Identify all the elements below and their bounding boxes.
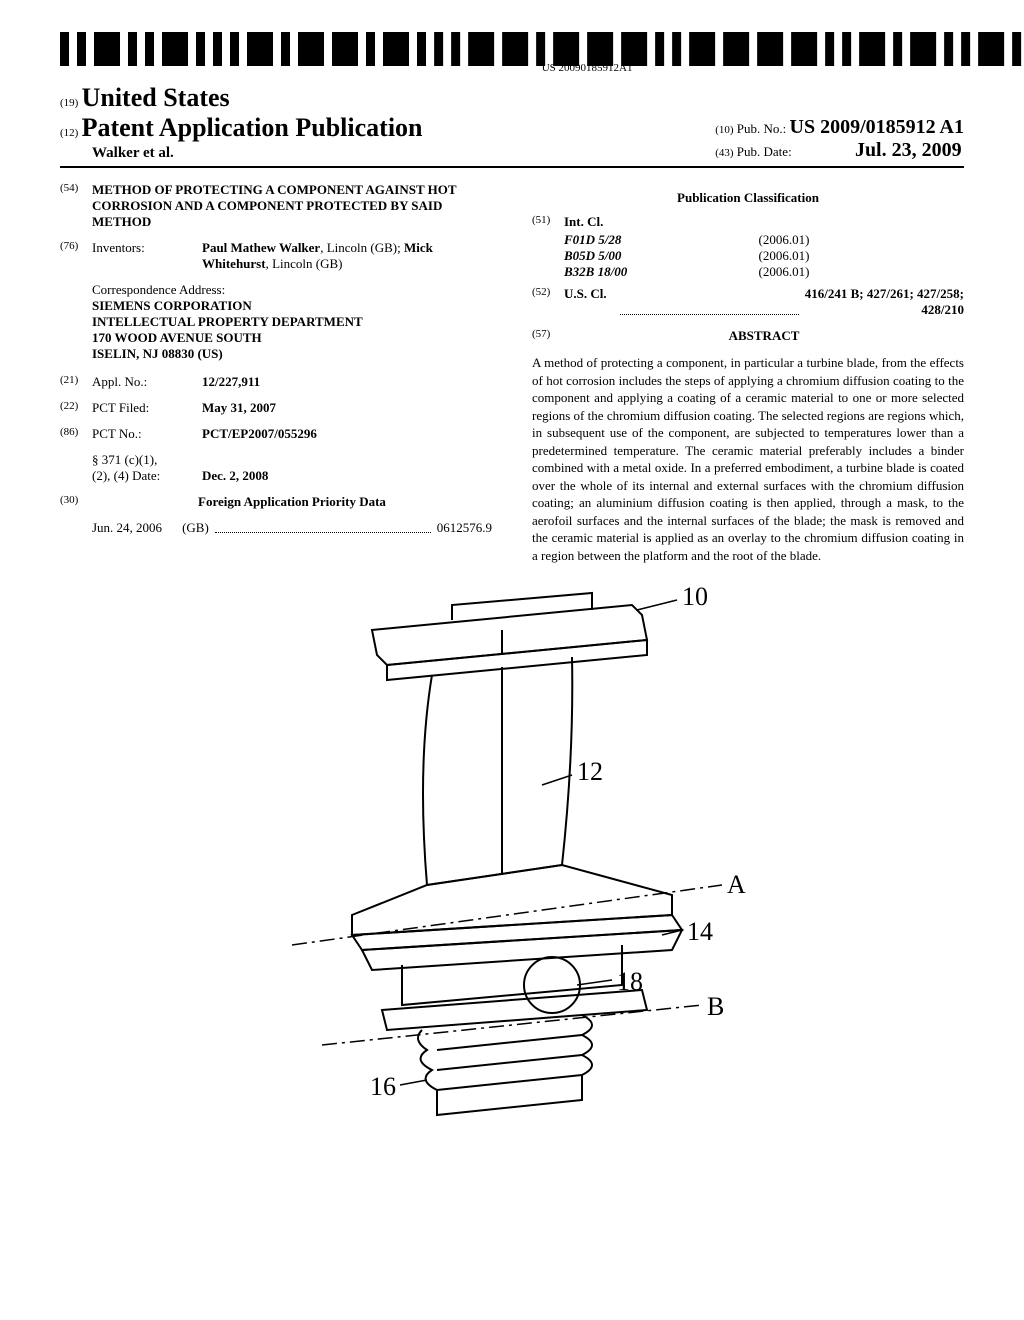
header-right: (10) Pub. No.: US 2009/0185912 A1 (43) P… (715, 116, 964, 162)
us-cl-label: U.S. Cl. (564, 286, 614, 318)
dotted-leader (215, 517, 431, 533)
left-column: (54) METHOD OF PROTECTING A COMPONENT AG… (60, 182, 492, 565)
int-cl-0-code: F01D 5/28 (564, 232, 684, 248)
appl-no-label: Appl. No.: (92, 374, 202, 390)
appl-no-code: (21) (60, 374, 92, 390)
pub-no-value: US 2009/0185912 A1 (790, 116, 964, 138)
int-cl-1: B05D 5/00 (2006.01) (564, 248, 964, 264)
turbine-blade-figure: 10 12 A 14 18 B 16 (252, 585, 772, 1145)
pct-filed-value: May 31, 2007 (202, 400, 492, 416)
int-cl-2-code: B32B 18/00 (564, 264, 684, 280)
pct-no-label: PCT No.: (92, 426, 202, 442)
title-text: METHOD OF PROTECTING A COMPONENT AGAINST… (92, 182, 492, 230)
correspondence-line-3: ISELIN, NJ 08830 (US) (92, 346, 492, 362)
abstract-heading: ABSTRACT (564, 328, 964, 344)
int-cl-row: (51) Int. Cl. (532, 214, 964, 230)
label-A: A (727, 870, 746, 899)
int-cl-2: B32B 18/00 (2006.01) (564, 264, 964, 280)
inventors-row: (76) Inventors: Paul Mathew Walker, Linc… (60, 240, 492, 272)
pct-no-code: (86) (60, 426, 92, 442)
pub-no-code: (10) (715, 124, 733, 136)
int-cl-0: F01D 5/28 (2006.01) (564, 232, 964, 248)
int-cl-1-year: (2006.01) (759, 248, 810, 264)
priority-number: 0612576.9 (437, 520, 492, 536)
int-cl-label: Int. Cl. (564, 214, 603, 230)
int-cl-2-year: (2006.01) (759, 264, 810, 280)
two-column-body: (54) METHOD OF PROTECTING A COMPONENT AG… (60, 182, 964, 565)
pct-filed-code: (22) (60, 400, 92, 416)
label-12: 12 (577, 757, 603, 786)
foreign-priority-heading-row: (30) Foreign Application Priority Data (60, 494, 492, 510)
us-cl-dotted (620, 283, 799, 315)
pub-date-value: Jul. 23, 2009 (855, 139, 962, 161)
int-cl-1-code: B05D 5/00 (564, 248, 684, 264)
pub-type: Patent Application Publication (82, 113, 423, 142)
correspondence-label: Correspondence Address: (92, 282, 492, 298)
pct-filed-label: PCT Filed: (92, 400, 202, 416)
foreign-priority-code: (30) (60, 494, 92, 510)
pub-no-label: Pub. No.: (737, 121, 786, 136)
label-B: B (707, 992, 724, 1021)
pub-date-label: Pub. Date: (737, 144, 792, 159)
country-code: (19) (60, 97, 78, 109)
section-371-label: § 371 (c)(1), (92, 452, 492, 468)
us-cl-code: (52) (532, 286, 564, 318)
int-cl-table: F01D 5/28 (2006.01) B05D 5/00 (2006.01) … (564, 232, 964, 280)
priority-row: Jun. 24, 2006 (GB) 0612576.9 (92, 520, 492, 536)
authors: Walker et al. (92, 145, 423, 162)
inventors-value: Paul Mathew Walker, Lincoln (GB); Mick W… (202, 240, 492, 272)
priority-country: (GB) (182, 520, 209, 536)
foreign-priority-heading: Foreign Application Priority Data (92, 494, 492, 510)
title-code: (54) (60, 182, 92, 230)
us-cl-row: (52) U.S. Cl. 416/241 B; 427/261; 427/25… (532, 286, 964, 318)
inventors-label: Inventors: (92, 240, 202, 272)
title-row: (54) METHOD OF PROTECTING A COMPONENT AG… (60, 182, 492, 230)
barcode-area: ▌▌█▌▌▌█▌▌▌▌█▌▌█▌█▌▌█▌▌▌▌█▌█▌▌█▌█▌█▌▌▌█▌█… (60, 40, 964, 75)
section-371-date-value: Dec. 2, 2008 (202, 468, 268, 484)
correspondence-line-2: 170 WOOD AVENUE SOUTH (92, 330, 492, 346)
abstract-text: A method of protecting a component, in p… (532, 354, 964, 565)
classification-heading: Publication Classification (532, 190, 964, 206)
int-cl-code: (51) (532, 214, 564, 230)
pct-no-value: PCT/EP2007/055296 (202, 426, 492, 442)
header-row: (19) United States (12) Patent Applicati… (60, 83, 964, 168)
right-column: Publication Classification (51) Int. Cl.… (532, 182, 964, 565)
label-18: 18 (617, 967, 643, 996)
inventors-code: (76) (60, 240, 92, 272)
barcode: ▌▌█▌▌▌█▌▌▌▌█▌▌█▌█▌▌█▌▌▌▌█▌█▌▌█▌█▌█▌▌▌█▌█… (60, 40, 1024, 74)
appl-no-row: (21) Appl. No.: 12/227,911 (60, 374, 492, 390)
correspondence-line-1: INTELLECTUAL PROPERTY DEPARTMENT (92, 314, 492, 330)
section-371-date-label: (2), (4) Date: (92, 468, 202, 484)
appl-no-value: 12/227,911 (202, 374, 492, 390)
abstract-code: (57) (532, 328, 564, 344)
barcode-lines: ▌▌█▌▌▌█▌▌▌▌█▌▌█▌█▌▌█▌▌▌▌█▌█▌▌█▌█▌█▌▌▌█▌█… (60, 40, 1024, 60)
country: United States (82, 83, 230, 112)
correspondence-line-0: SIEMENS CORPORATION (92, 298, 492, 314)
figure-area: 10 12 A 14 18 B 16 (60, 585, 964, 1149)
label-10: 10 (682, 585, 708, 611)
pct-filed-row: (22) PCT Filed: May 31, 2007 (60, 400, 492, 416)
header-left: (19) United States (12) Patent Applicati… (60, 83, 423, 162)
pct-no-row: (86) PCT No.: PCT/EP2007/055296 (60, 426, 492, 442)
section-371-block: § 371 (c)(1), (2), (4) Date: Dec. 2, 200… (92, 452, 492, 484)
pub-date-code: (43) (715, 147, 733, 159)
int-cl-0-year: (2006.01) (759, 232, 810, 248)
pub-type-code: (12) (60, 127, 78, 139)
us-cl-value: 416/241 B; 427/261; 427/258;428/210 (805, 286, 964, 318)
correspondence-block: Correspondence Address: SIEMENS CORPORAT… (92, 282, 492, 362)
label-14: 14 (687, 917, 713, 946)
priority-date: Jun. 24, 2006 (92, 520, 162, 536)
label-16: 16 (370, 1072, 396, 1101)
abstract-heading-row: (57) ABSTRACT (532, 328, 964, 344)
